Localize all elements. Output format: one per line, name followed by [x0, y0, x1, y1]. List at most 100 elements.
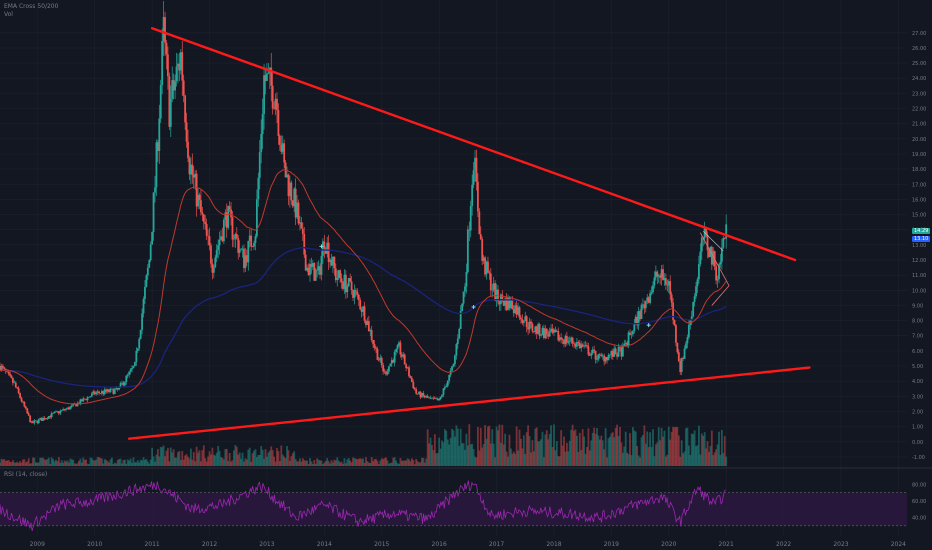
- candle-body: [642, 304, 644, 305]
- candle-body: [215, 250, 218, 258]
- candle-body: [20, 397, 23, 402]
- volume-bar: [165, 450, 168, 466]
- volume-bar: [9, 461, 11, 466]
- volume-bar: [398, 463, 400, 466]
- volume-bar: [412, 459, 415, 466]
- candle-body: [617, 347, 620, 357]
- volume-bar: [465, 433, 468, 466]
- volume-bar: [715, 449, 718, 466]
- candle-body: [587, 346, 590, 355]
- candle-body: [343, 274, 346, 289]
- candle-body: [247, 240, 250, 263]
- volume-bar: [679, 456, 682, 466]
- price-tick-label: 11.00: [912, 273, 926, 279]
- volume-bar: [200, 461, 202, 466]
- volume-bar: [319, 460, 321, 466]
- candle-body: [606, 357, 608, 361]
- volume-bar: [449, 437, 452, 466]
- volume-bar: [686, 427, 689, 466]
- candle-body: [458, 328, 461, 339]
- candle-body: [644, 300, 647, 309]
- candle-body: [204, 221, 207, 225]
- candle-body: [304, 254, 307, 271]
- volume-bar: [297, 461, 300, 466]
- volume-bar: [540, 439, 542, 466]
- rsi-label[interactable]: RSI (14, close): [4, 471, 48, 478]
- volume-bar: [492, 443, 495, 466]
- volume-bar: [621, 452, 624, 466]
- candle-body: [111, 388, 113, 390]
- candle-body: [550, 328, 552, 332]
- candle-body: [165, 42, 168, 55]
- volume-bar: [322, 464, 324, 466]
- candle-body: [392, 360, 395, 363]
- price-tick-label: 15.00: [912, 213, 926, 219]
- candle-body: [36, 420, 39, 423]
- candle-body: [376, 348, 379, 360]
- volume-bar: [680, 440, 683, 466]
- candle-body: [144, 286, 146, 300]
- volume-bar: [534, 428, 537, 466]
- candle-body: [455, 344, 458, 356]
- volume-bar: [340, 461, 343, 466]
- volume-bar: [155, 454, 158, 466]
- volume-bar: [184, 455, 187, 466]
- candle-body: [360, 309, 363, 312]
- time-axis[interactable]: 2009 2010 2011 2012 2013 2014 2015 2016 2017 2018…: [30, 541, 907, 548]
- volume-bar: [377, 464, 380, 466]
- volume-bar: [532, 451, 535, 466]
- volume-bar: [464, 449, 466, 466]
- volume-bar: [136, 460, 139, 466]
- volume-bar: [20, 462, 23, 466]
- candle-body: [555, 331, 558, 333]
- candle-body: [244, 255, 247, 269]
- volume-bar: [553, 424, 555, 466]
- volume-bar: [224, 449, 227, 466]
- volume-bar: [672, 426, 674, 466]
- candle-body: [522, 321, 525, 324]
- volume-bar: [376, 460, 379, 466]
- volume-bar: [535, 427, 538, 466]
- indicator-label[interactable]: EMA Cross 50/200: [4, 3, 59, 10]
- candle-body: [548, 331, 551, 337]
- volume-bar: [215, 452, 218, 466]
- volume-bar: [188, 458, 191, 466]
- candle-body: [720, 247, 723, 262]
- candle-body: [551, 328, 554, 333]
- candle-body: [350, 281, 353, 291]
- volume-bar: [23, 459, 26, 466]
- candle-body: [475, 157, 478, 182]
- candle-body: [205, 224, 208, 236]
- candle-body: [502, 300, 505, 306]
- candle-body: [300, 222, 303, 229]
- candle-body: [167, 54, 169, 77]
- volume-label[interactable]: Vol: [4, 11, 13, 18]
- volume-bar: [472, 448, 475, 466]
- price-axis[interactable]: 27.00 26.00 25.00 24.00 23.00 22.00 21.00 20.00…: [912, 31, 926, 522]
- candle-body: [85, 399, 88, 401]
- volume-bar: [548, 434, 551, 466]
- candle-body: [433, 397, 436, 399]
- volume-bar: [154, 461, 156, 466]
- volume-bar: [695, 446, 697, 466]
- candle-body: [698, 264, 700, 280]
- candle-body: [669, 281, 672, 295]
- volume-bar: [102, 463, 105, 466]
- candle-body: [581, 344, 584, 347]
- candle-body: [83, 398, 86, 400]
- candle-body: [725, 224, 728, 239]
- candle-body: [131, 368, 133, 370]
- candle-body: [370, 330, 373, 341]
- volume-bar: [46, 459, 49, 466]
- volume-bar: [643, 425, 646, 466]
- volume-bar: [95, 459, 98, 466]
- volume-bar: [423, 462, 426, 466]
- volume-bar: [698, 425, 700, 466]
- candle-body: [438, 399, 441, 401]
- price-tick-label: 20.00: [912, 137, 926, 143]
- candle-body: [162, 17, 165, 41]
- candle-body: [416, 393, 419, 395]
- volume-bar: [578, 432, 581, 466]
- price-tick-label: 24.00: [912, 76, 926, 82]
